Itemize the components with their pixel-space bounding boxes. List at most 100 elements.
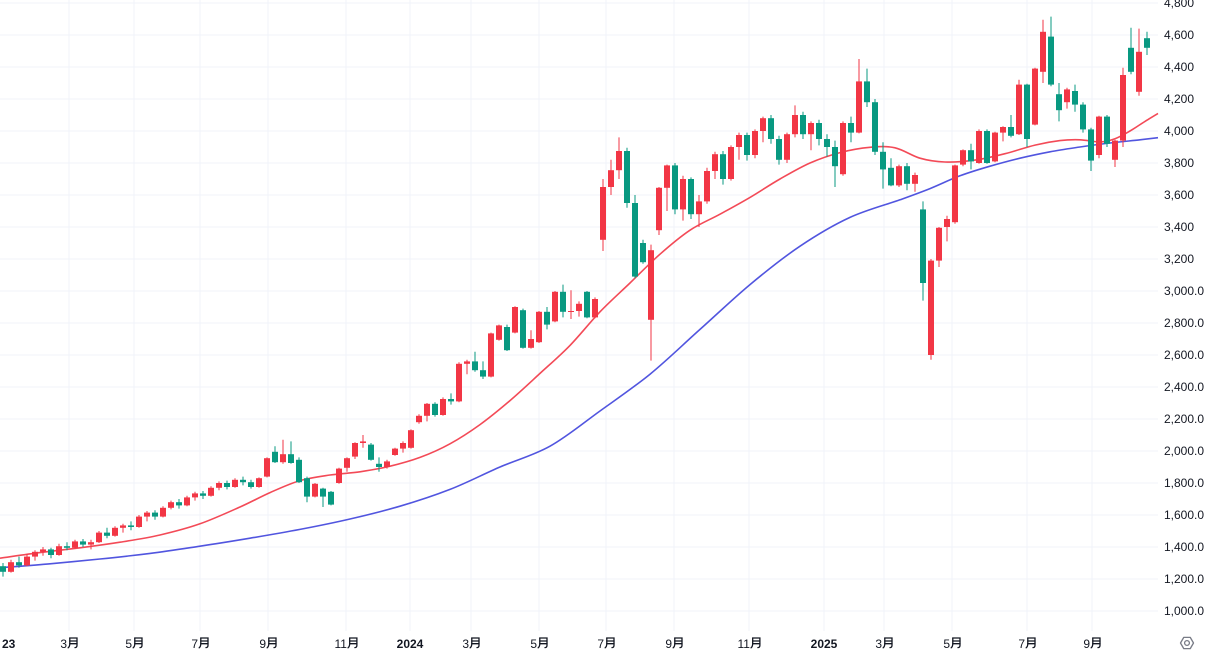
- candle: [568, 290, 574, 319]
- candle: [1000, 126, 1006, 142]
- candle-body: [560, 291, 566, 312]
- candle-body: [32, 551, 38, 557]
- candle: [680, 175, 686, 221]
- price-axis-label[interactable]: 4,000: [1164, 124, 1194, 138]
- candle: [912, 172, 918, 192]
- candle: [528, 330, 534, 349]
- candle-body: [496, 325, 502, 340]
- candle-body: [320, 488, 326, 497]
- candle: [368, 443, 374, 461]
- candle: [112, 526, 118, 537]
- candle-body: [800, 115, 806, 135]
- candle-body: [752, 131, 758, 155]
- candle: [840, 121, 846, 176]
- candle: [64, 542, 70, 551]
- price-axis-label[interactable]: 1,600.0: [1164, 508, 1204, 522]
- candle: [552, 291, 558, 323]
- price-axis-label[interactable]: 1,800.0: [1164, 476, 1204, 490]
- time-axis-label[interactable]: 3: [60, 637, 78, 651]
- price-axis-label[interactable]: 3,000.0: [1164, 284, 1204, 298]
- candle-body: [176, 502, 182, 506]
- time-axis-label[interactable]: 7: [191, 637, 209, 651]
- candle: [272, 446, 278, 463]
- gear-icon[interactable]: [1179, 636, 1195, 650]
- price-axis-label[interactable]: 3,800: [1164, 156, 1194, 170]
- time-axis-label[interactable]: 9: [665, 637, 683, 651]
- gear-icon-center: [1183, 639, 1191, 647]
- candle-body: [912, 175, 918, 184]
- candle: [424, 403, 430, 422]
- time-axis-label[interactable]: 5: [125, 637, 143, 651]
- candle-body: [400, 443, 406, 449]
- candle-body: [432, 403, 438, 415]
- candle-body: [928, 260, 934, 355]
- time-axis-label[interactable]: 2025: [811, 637, 838, 651]
- candle-body: [648, 250, 654, 320]
- price-axis-label[interactable]: 3,600: [1164, 188, 1194, 202]
- month-kanji-glyph: [750, 637, 761, 649]
- candle-body: [576, 303, 582, 311]
- price-axis-label[interactable]: 2,200.0: [1164, 412, 1204, 426]
- price-axis-label[interactable]: 4,600: [1164, 28, 1194, 42]
- price-axis-label[interactable]: 4,200: [1164, 92, 1194, 106]
- candle-body: [640, 243, 646, 263]
- time-axis-label[interactable]: 2024: [397, 637, 424, 651]
- candle: [184, 495, 190, 507]
- time-axis[interactable]: 23 3 5 7 9 11 2024 3 5 7 9 11 2025 3 5 7 9: [2, 637, 1101, 651]
- price-axis-label[interactable]: 4,800: [1164, 0, 1194, 10]
- price-axis-label[interactable]: 2,000.0: [1164, 444, 1204, 458]
- candle-body: [592, 299, 598, 318]
- price-axis[interactable]: 4,800 4,600 4,400 4,200 4,000 3,800 3,600 3,400…: [1164, 0, 1204, 618]
- candle-body: [480, 370, 486, 377]
- price-axis-label[interactable]: 2,400.0: [1164, 380, 1204, 394]
- candle-body: [376, 463, 382, 467]
- candle: [640, 239, 646, 264]
- svg-text:11: 11: [335, 637, 348, 651]
- candle-body: [968, 150, 974, 162]
- candle: [600, 179, 606, 251]
- candle-body: [1144, 38, 1150, 48]
- candle-body: [184, 497, 190, 506]
- time-axis-label[interactable]: 7: [1018, 637, 1036, 651]
- candle: [936, 227, 942, 267]
- candle-body: [656, 187, 662, 231]
- time-axis-label[interactable]: 3: [462, 637, 480, 651]
- time-axis-label[interactable]: 5: [530, 637, 548, 651]
- candle-body: [440, 399, 446, 415]
- price-axis-label[interactable]: 4,400: [1164, 60, 1194, 74]
- price-axis-label[interactable]: 3,200: [1164, 252, 1194, 266]
- candle: [1080, 102, 1086, 133]
- candle: [976, 129, 982, 164]
- price-axis-label[interactable]: 1,400.0: [1164, 540, 1204, 554]
- time-axis-label[interactable]: 7: [597, 637, 615, 651]
- candle-body: [704, 171, 710, 202]
- price-axis-label[interactable]: 3,400: [1164, 220, 1194, 234]
- time-axis-label[interactable]: 3: [875, 637, 893, 651]
- candle-body: [728, 147, 734, 179]
- candle-body: [56, 546, 62, 555]
- time-axis-label[interactable]: 11: [335, 637, 358, 651]
- candle: [856, 59, 862, 134]
- candle: [960, 149, 966, 167]
- candle-body: [240, 479, 246, 483]
- price-axis-label[interactable]: 2,600.0: [1164, 348, 1204, 362]
- candle: [648, 244, 654, 361]
- time-axis-label[interactable]: 9: [259, 637, 277, 651]
- candle-body: [304, 478, 310, 497]
- price-axis-label[interactable]: 1,200.0: [1164, 572, 1204, 586]
- candle-body: [1024, 84, 1030, 139]
- time-axis-label[interactable]: 5: [943, 637, 961, 651]
- candle: [136, 515, 142, 528]
- candle: [1040, 19, 1046, 83]
- candle: [768, 115, 774, 144]
- price-axis-label[interactable]: 2,800.0: [1164, 316, 1204, 330]
- time-axis-label[interactable]: 11: [738, 637, 761, 651]
- time-axis-label[interactable]: 9: [1083, 637, 1101, 651]
- price-axis-label[interactable]: 1,000.0: [1164, 604, 1204, 618]
- candle-body: [768, 118, 774, 139]
- candle-body: [216, 483, 222, 488]
- axis-settings-gear-button[interactable]: [1179, 636, 1195, 650]
- time-axis-label[interactable]: 23: [2, 637, 16, 651]
- candle: [208, 486, 214, 497]
